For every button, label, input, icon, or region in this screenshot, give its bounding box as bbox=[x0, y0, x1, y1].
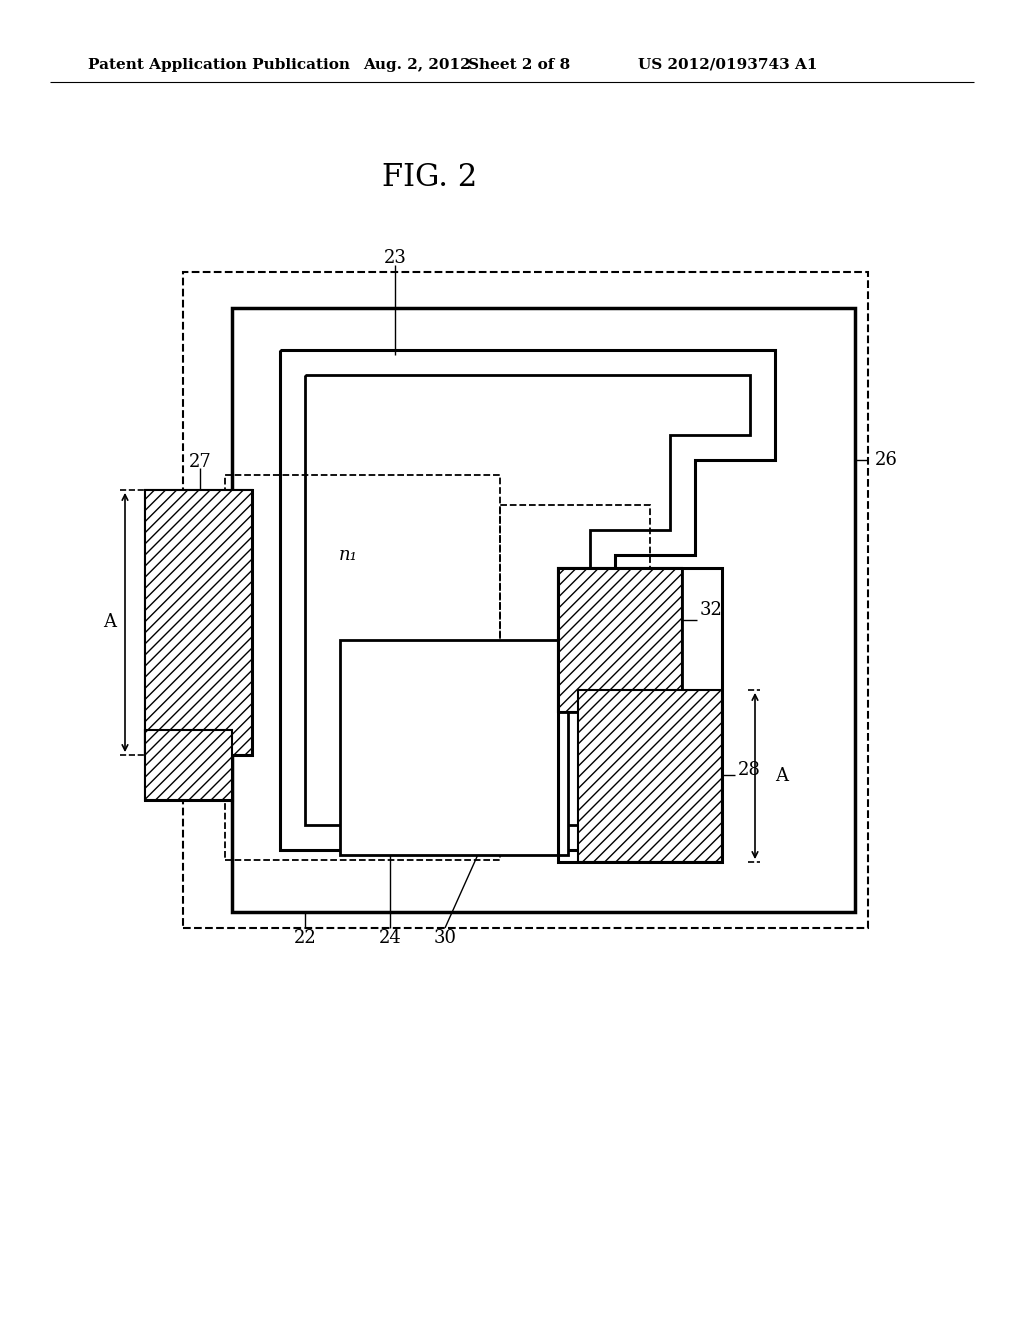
Bar bbox=[225, 475, 500, 861]
Bar bbox=[145, 490, 252, 755]
Text: 27: 27 bbox=[188, 453, 211, 471]
Text: 28: 28 bbox=[738, 762, 761, 779]
Text: 22: 22 bbox=[294, 929, 316, 946]
Text: US 2012/0193743 A1: US 2012/0193743 A1 bbox=[638, 58, 817, 73]
Bar bbox=[558, 568, 722, 862]
Bar bbox=[500, 506, 650, 700]
Bar bbox=[340, 640, 568, 855]
Bar bbox=[558, 568, 682, 711]
Bar bbox=[145, 490, 252, 755]
Text: 24: 24 bbox=[379, 929, 401, 946]
Bar bbox=[183, 272, 868, 928]
Bar bbox=[578, 690, 722, 862]
Text: 31: 31 bbox=[181, 776, 205, 795]
Text: n⁺: n⁺ bbox=[635, 711, 654, 729]
Text: Aug. 2, 2012: Aug. 2, 2012 bbox=[362, 58, 471, 73]
Text: n₂/p₂: n₂/p₂ bbox=[430, 737, 474, 754]
Text: A: A bbox=[103, 612, 117, 631]
Text: FIG. 2: FIG. 2 bbox=[382, 162, 477, 194]
Text: 23: 23 bbox=[384, 249, 407, 267]
Bar bbox=[578, 690, 722, 862]
Text: Patent Application Publication: Patent Application Publication bbox=[88, 58, 350, 73]
Text: 32: 32 bbox=[700, 601, 723, 619]
Bar bbox=[558, 568, 682, 711]
Bar bbox=[145, 730, 232, 800]
Text: n⁺: n⁺ bbox=[185, 591, 205, 609]
Bar bbox=[145, 730, 232, 800]
Text: A: A bbox=[775, 767, 788, 785]
Text: 30: 30 bbox=[433, 929, 457, 946]
Text: n₁: n₁ bbox=[339, 546, 357, 564]
Bar bbox=[232, 308, 855, 912]
Text: Sheet 2 of 8: Sheet 2 of 8 bbox=[468, 58, 570, 73]
Text: 26: 26 bbox=[874, 451, 898, 469]
